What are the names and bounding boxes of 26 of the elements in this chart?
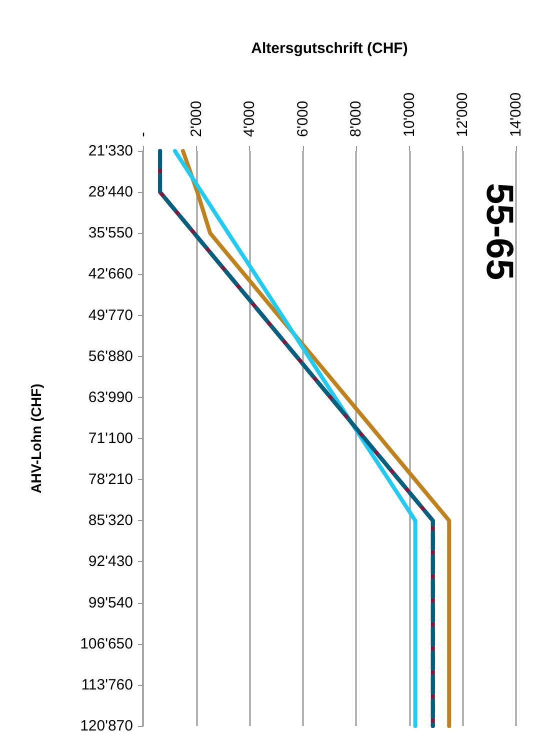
y-tick-label: 99'540 — [88, 594, 133, 612]
y-tick-label: 49'770 — [88, 306, 133, 324]
y-tick-label: 28'440 — [88, 184, 133, 201]
y-axis-title: AHV-Lohn (CHF) — [28, 384, 44, 494]
y-tick-label: 113'760 — [81, 676, 133, 694]
x-tick-label: 4'000 — [241, 100, 258, 137]
x-tick-label: 8'000 — [348, 100, 365, 137]
x-tick-label: - — [134, 132, 152, 137]
y-tick-label: 35'550 — [88, 224, 133, 242]
y-tick-label: 106'650 — [80, 635, 133, 652]
x-axis-title: Altersgutschrift (CHF) — [251, 40, 408, 57]
x-tick-label: 6'000 — [294, 100, 312, 137]
y-tick-label: 120'870 — [80, 718, 133, 734]
y-tick-label: 63'990 — [88, 388, 133, 406]
y-tick-label: 85'320 — [88, 512, 133, 530]
x-tick-label: 2'000 — [188, 100, 205, 137]
y-tick-label: 71'100 — [88, 430, 133, 447]
text: 55-65 — [478, 183, 520, 280]
y-tick-label: 92'430 — [88, 553, 133, 570]
y-tick-label: 78'210 — [88, 471, 133, 488]
x-tick-label: 12'000 — [454, 92, 472, 137]
y-tick-label: 21'330 — [88, 142, 133, 160]
x-tick-label: 10'000 — [400, 92, 418, 137]
y-tick-label: 56'880 — [88, 348, 133, 365]
y-tick-label: 42'660 — [88, 266, 133, 283]
x-tick-label: 14'000 — [508, 92, 524, 137]
